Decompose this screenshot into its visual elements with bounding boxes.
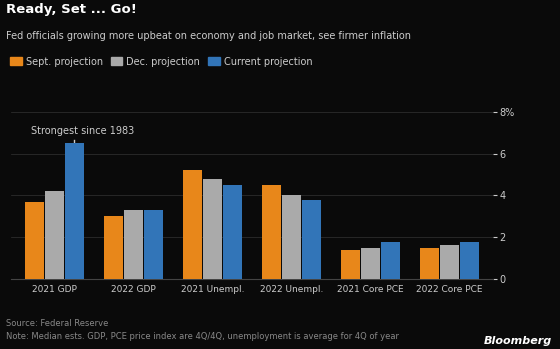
Text: Ready, Set ... Go!: Ready, Set ... Go! xyxy=(6,3,137,16)
Bar xyxy=(124,210,143,279)
Bar xyxy=(262,185,281,279)
Bar xyxy=(223,185,242,279)
Bar xyxy=(381,242,400,279)
Bar xyxy=(45,191,64,279)
Bar xyxy=(183,170,202,279)
Bar xyxy=(144,210,163,279)
Bar xyxy=(282,195,301,279)
Text: Note: Median ests. GDP, PCE price index are 4Q/4Q, unemployment is average for 4: Note: Median ests. GDP, PCE price index … xyxy=(6,332,399,341)
Bar xyxy=(104,216,123,279)
Text: Source: Federal Reserve: Source: Federal Reserve xyxy=(6,319,108,328)
Bar xyxy=(302,200,321,279)
Bar xyxy=(341,250,360,279)
Bar xyxy=(203,179,222,279)
Text: Strongest since 1983: Strongest since 1983 xyxy=(31,126,134,136)
Bar xyxy=(25,202,44,279)
Bar xyxy=(460,242,479,279)
Text: Bloomberg: Bloomberg xyxy=(483,335,552,346)
Legend: Sept. projection, Dec. projection, Current projection: Sept. projection, Dec. projection, Curre… xyxy=(6,53,316,70)
Bar xyxy=(440,245,459,279)
Text: Fed officials growing more upbeat on economy and job market, see firmer inflatio: Fed officials growing more upbeat on eco… xyxy=(6,31,410,42)
Bar xyxy=(361,248,380,279)
Bar xyxy=(420,248,439,279)
Bar xyxy=(65,143,84,279)
